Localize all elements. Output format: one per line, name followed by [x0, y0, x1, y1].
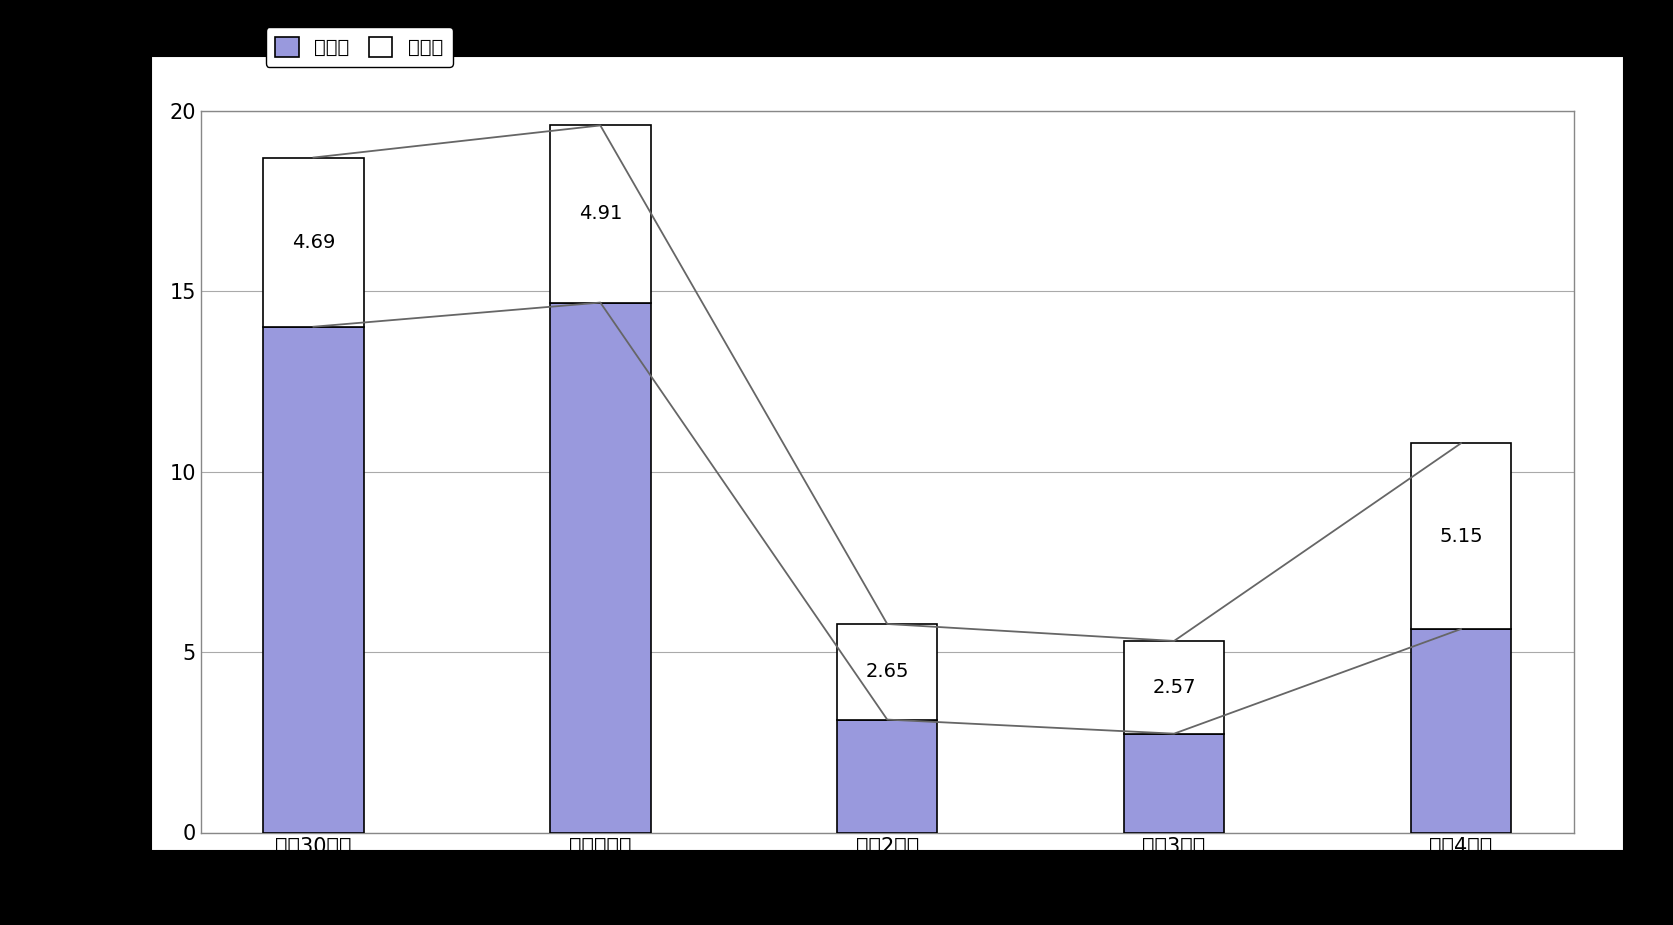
Text: 2.74: 2.74 [1151, 854, 1195, 873]
Bar [1410, 443, 1511, 629]
Text: 3.13: 3.13 [865, 854, 908, 873]
Bar [1123, 641, 1223, 734]
Text: 5.64: 5.64 [1439, 854, 1482, 873]
Text: 4.69: 4.69 [291, 232, 335, 252]
Bar [836, 720, 937, 832]
Text: （万回）: （万回） [90, 84, 141, 104]
Bar [1123, 734, 1223, 833]
Legend: 国際線, 国内線: 国際線, 国内線 [266, 27, 452, 67]
Text: 2.57: 2.57 [1151, 678, 1195, 697]
Bar [550, 126, 651, 302]
Bar [836, 624, 937, 720]
Text: 14.02: 14.02 [286, 854, 341, 873]
Text: 4.91: 4.91 [579, 204, 622, 224]
Bar [263, 157, 363, 327]
Text: 5.15: 5.15 [1439, 526, 1482, 546]
Bar [550, 302, 651, 832]
Bar [1410, 629, 1511, 832]
Text: 2.65: 2.65 [865, 662, 908, 682]
Text: 14.69: 14.69 [572, 854, 627, 873]
Bar [263, 327, 363, 832]
